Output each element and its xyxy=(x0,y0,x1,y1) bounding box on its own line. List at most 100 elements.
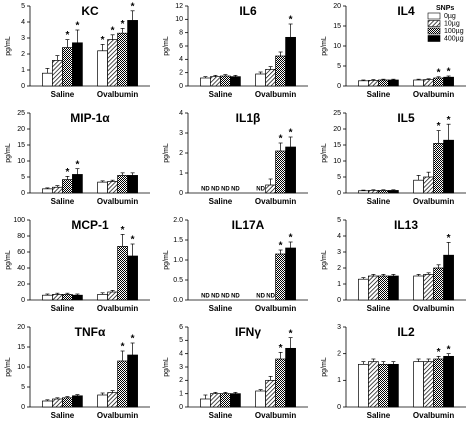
y-tick-label: 5 xyxy=(179,337,183,344)
bar xyxy=(433,77,444,87)
y-tick-label: 20 xyxy=(17,281,25,288)
bar xyxy=(368,190,379,194)
significance-mark: * xyxy=(289,128,293,139)
y-tick-label: 15 xyxy=(333,142,341,149)
significance-mark: * xyxy=(131,334,135,345)
y-tick-label: 3 xyxy=(337,324,341,331)
significance-mark: * xyxy=(437,347,441,358)
bar xyxy=(285,146,296,194)
legend-swatch xyxy=(427,35,441,42)
significance-mark: * xyxy=(279,241,283,252)
y-tick-label: 2 xyxy=(337,351,341,358)
panel-title: IL13 xyxy=(394,218,418,232)
y-tick-label: 10 xyxy=(333,158,341,165)
y-tick-label: 25 xyxy=(333,110,341,117)
bar xyxy=(42,188,53,194)
y-axis-label: pg/mL xyxy=(5,36,12,56)
y-tick-label: 4 xyxy=(179,351,183,358)
significance-mark: * xyxy=(131,1,135,12)
y-tick-label: 3 xyxy=(179,364,183,371)
y-axis-label: pg/mL xyxy=(321,36,328,56)
bar xyxy=(117,360,128,408)
y-tick-label: 80 xyxy=(17,233,25,240)
bar xyxy=(42,72,53,87)
panel-title: MIP-1α xyxy=(70,111,110,125)
y-axis-label: pg/mL xyxy=(321,357,328,377)
bar xyxy=(423,274,434,301)
significance-mark: * xyxy=(289,15,293,26)
y-tick-label: 2 xyxy=(179,377,183,384)
bar xyxy=(423,79,434,87)
y-axis-label: pg/mL xyxy=(5,250,12,270)
nd-label: ND xyxy=(266,294,275,300)
bar xyxy=(275,55,286,87)
bar xyxy=(443,254,454,301)
bar xyxy=(42,400,53,408)
bar xyxy=(107,392,118,408)
y-tick-label: 5 xyxy=(337,217,341,224)
bar xyxy=(42,294,53,301)
y-tick-label: 100 xyxy=(13,217,25,224)
y-axis-label: pg/mL xyxy=(163,250,170,270)
y-tick-label: 2 xyxy=(21,51,25,58)
x-tick-label: Saline xyxy=(367,90,391,99)
bar xyxy=(413,79,424,87)
x-tick-label: Ovalbumin xyxy=(413,90,454,99)
bar xyxy=(72,174,83,194)
y-tick-label: 20 xyxy=(333,3,341,10)
significance-mark: * xyxy=(131,235,135,246)
bar xyxy=(255,390,266,408)
bar xyxy=(433,267,444,301)
nd-label: ND xyxy=(256,294,265,300)
nd-label: ND xyxy=(231,294,240,300)
nd-label: ND xyxy=(201,294,210,300)
bar xyxy=(62,294,73,301)
y-axis-label: pg/mL xyxy=(5,143,12,163)
significance-mark: * xyxy=(289,233,293,244)
bar xyxy=(433,143,444,194)
y-tick-label: 1.5 xyxy=(173,237,183,244)
panel-title: IL1β xyxy=(236,111,261,125)
y-tick-label: 0 xyxy=(179,404,183,411)
y-tick-label: 5 xyxy=(21,3,25,10)
bar xyxy=(127,354,138,408)
x-tick-label: Saline xyxy=(367,197,391,206)
y-tick-label: 10 xyxy=(17,364,25,371)
nd-label: ND xyxy=(221,187,230,193)
bar xyxy=(255,73,266,87)
bar xyxy=(443,76,454,87)
x-tick-label: Ovalbumin xyxy=(97,197,138,206)
x-tick-label: Ovalbumin xyxy=(97,90,138,99)
significance-mark: * xyxy=(289,328,293,339)
y-tick-label: 3 xyxy=(179,130,183,137)
bar xyxy=(97,394,108,408)
panel-title: MCP-1 xyxy=(71,218,109,232)
y-tick-label: 0 xyxy=(337,297,341,304)
significance-mark: * xyxy=(279,343,283,354)
bar xyxy=(200,77,211,87)
y-tick-label: 10 xyxy=(17,158,25,165)
bar xyxy=(220,75,231,87)
bar xyxy=(358,363,369,408)
y-tick-label: 2 xyxy=(337,265,341,272)
y-tick-label: 0 xyxy=(21,190,25,197)
significance-mark: * xyxy=(65,167,69,178)
bar xyxy=(388,190,399,194)
y-tick-label: 0.0 xyxy=(173,297,183,304)
bar xyxy=(443,355,454,408)
legend-label: 10µg xyxy=(444,20,460,27)
bar xyxy=(72,42,83,87)
bar xyxy=(200,398,211,408)
bar xyxy=(368,361,379,408)
y-tick-label: 0 xyxy=(21,404,25,411)
y-tick-label: 4 xyxy=(179,56,183,63)
y-tick-label: 3 xyxy=(337,249,341,256)
bar xyxy=(423,176,434,194)
bar xyxy=(127,255,138,301)
bar xyxy=(275,150,286,194)
y-tick-label: 0 xyxy=(21,297,25,304)
y-tick-label: 8 xyxy=(179,30,183,37)
y-axis-label: pg/mL xyxy=(321,250,328,270)
bar xyxy=(368,275,379,301)
x-tick-label: Saline xyxy=(367,411,391,420)
